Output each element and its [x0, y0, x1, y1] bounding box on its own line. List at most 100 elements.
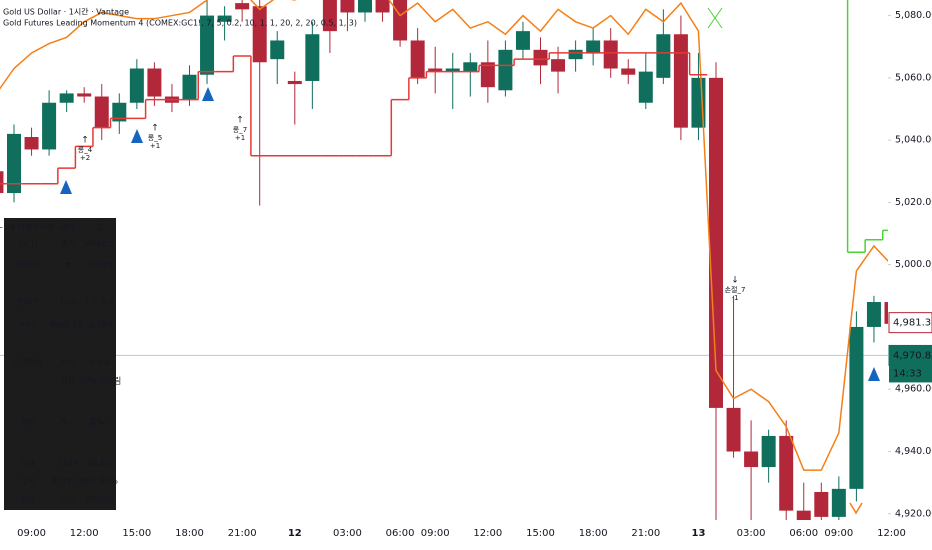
x-tick-label: 09:00: [17, 528, 46, 539]
annotation: 롱_5: [148, 134, 162, 142]
x-tick-label: 12:00: [70, 528, 99, 539]
price-label: 4,981.38: [893, 318, 932, 329]
x-tick-label: 21:00: [228, 528, 257, 539]
table-cell: 20% 되돌림: [79, 376, 121, 386]
candle-body: [270, 40, 285, 60]
candle-body: [638, 71, 653, 103]
table-header: — v4 다중포지션 —: [0, 222, 65, 232]
candle-body: [77, 93, 92, 97]
x-tick-label: 15:00: [526, 528, 555, 539]
y-tick-label: 5,040.00: [895, 135, 932, 146]
candle-body: [884, 302, 888, 324]
countdown-box: [889, 365, 932, 383]
candle-body: [59, 93, 74, 103]
candle-body: [129, 68, 144, 103]
candle-body: [515, 31, 530, 50]
candle-body: [814, 491, 829, 517]
table-cell: 4992.5: [86, 240, 114, 249]
candle-body: [866, 302, 881, 327]
buy-signal: [202, 87, 214, 101]
countdown: 14:33: [893, 368, 922, 379]
table-header: 상태: [61, 222, 76, 232]
table-cell: 모멘텀: [17, 260, 39, 270]
candle-body: [410, 40, 425, 78]
table-cell: 1184: [58, 459, 78, 468]
annotation-arrow: ↑: [151, 124, 159, 134]
candle-body: [445, 68, 460, 72]
candle-body: [831, 488, 846, 517]
candle-body: [200, 15, 215, 75]
table-cell: ▼: [65, 261, 72, 270]
band-line: [0, 0, 888, 471]
candle-body: [656, 34, 671, 78]
y-tick-label: 4,940.00: [895, 446, 932, 457]
candle-body: [463, 62, 478, 72]
exit-mark: [707, 7, 723, 29]
candle-body: [24, 137, 39, 150]
candle-body: [7, 133, 21, 194]
candle-body: [217, 15, 232, 22]
x-tick-label: 06:00: [789, 528, 818, 539]
x-tick-label: 09:00: [421, 528, 450, 539]
x-tick-label: 03:00: [737, 528, 766, 539]
table-cell: 트레일링: [13, 358, 42, 368]
table-cell: 롱%✓: [89, 418, 111, 427]
table-cell: 1/10: [59, 298, 77, 307]
candle-body: [603, 40, 618, 69]
table-cell: 수익: [21, 476, 36, 486]
candle-body: [498, 49, 513, 91]
candle-body: [551, 59, 566, 72]
table-cell: 대기: [61, 496, 76, 505]
table-cell: 포지션: [17, 297, 39, 307]
table-cell: 진입가능: [85, 495, 114, 505]
x-tick-label: 03:00: [333, 528, 362, 539]
table-cell: GC1!: [18, 240, 38, 249]
candle-body: [480, 62, 495, 88]
table-cell: 거래: [21, 459, 36, 468]
x-tick-label: 15:00: [122, 528, 151, 539]
table-cell: #0 L: [19, 321, 38, 330]
table-cell: 청산: [61, 376, 76, 386]
candle-body: [182, 74, 197, 100]
exit-mark-short: [849, 502, 863, 515]
candle-body: [428, 68, 443, 72]
table-cell: -0.38%: [86, 321, 115, 330]
price-label-box: [888, 312, 932, 334]
table-cell: 시작: [61, 358, 76, 368]
annotation-arrow: ↑: [236, 116, 244, 126]
table-cell: 종가: [61, 240, 76, 249]
x-tick-label: 06:00: [386, 528, 415, 539]
candle-body: [147, 68, 162, 97]
candle-body: [94, 96, 109, 128]
table-cell: 0.5%: [90, 359, 111, 368]
candle-body: [726, 407, 741, 452]
candle-body: [0, 171, 4, 194]
plot-area: [0, 0, 888, 520]
annotation-sub: +2: [80, 154, 90, 162]
candle-body: [586, 40, 601, 53]
y-tick-label: 5,020.00: [895, 197, 932, 208]
x-tick-label: 18:00: [175, 528, 204, 539]
annotation: 롱_4: [78, 146, 93, 154]
candle-body: [375, 0, 390, 13]
buy-signal: [868, 367, 880, 381]
y-tick-label: 4,920.00: [895, 508, 932, 519]
candle-body: [287, 80, 302, 85]
x-tick-label: 21:00: [631, 528, 660, 539]
info-table: — v4 다중포지션 —상태 값 GC1! 종가 4992.5 모멘텀 ▼ -0.39% 포지션…: [0, 218, 121, 510]
candle-body: [322, 0, 337, 32]
annotation-sub: -1: [732, 294, 739, 302]
table-header: 값: [96, 222, 104, 232]
chart-subtitle: Gold Futures Leading Momentum 4 (COMEX:G…: [3, 19, 357, 28]
annotation-sub: +1: [235, 134, 245, 142]
y-tick-label: 5,000.00: [895, 259, 932, 270]
table-cell: 신호: [21, 496, 36, 505]
table-cell: -0.39%: [86, 261, 115, 270]
candle-body: [42, 102, 57, 150]
candle-body: [112, 102, 127, 122]
buy-signal: [60, 180, 72, 194]
buy-signal: [131, 129, 143, 143]
table-cell: 3719.16: [51, 477, 84, 486]
